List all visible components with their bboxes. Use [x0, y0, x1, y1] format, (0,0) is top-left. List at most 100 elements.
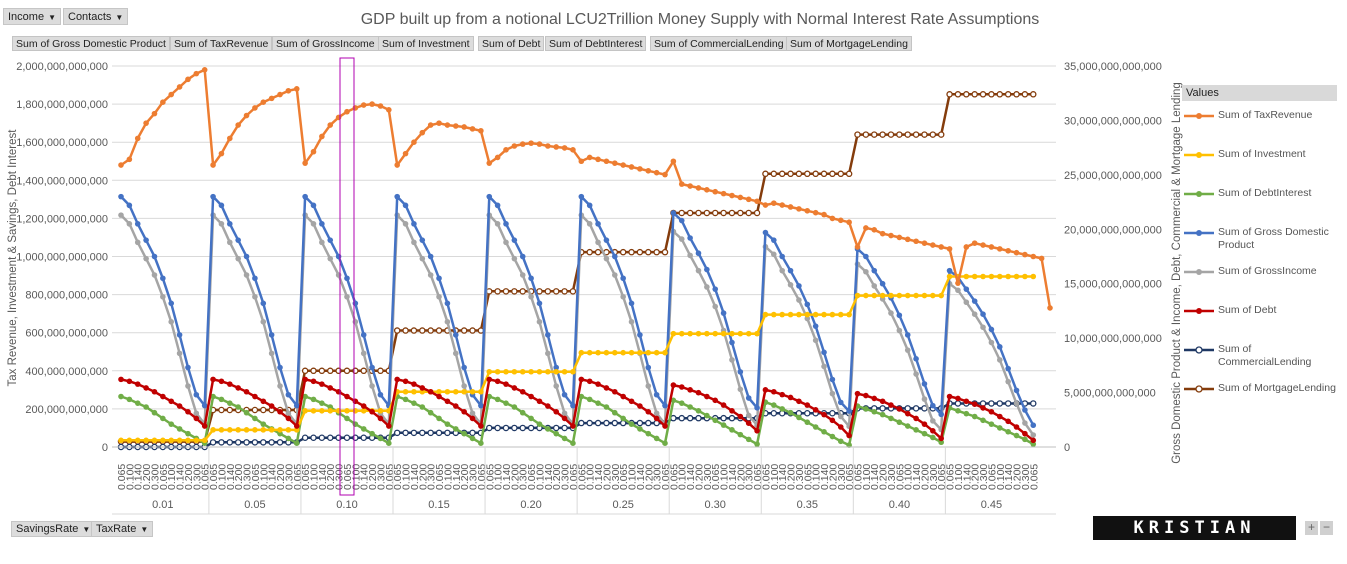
data-point: [218, 202, 225, 209]
data-point: [210, 376, 216, 383]
tax-rate-tick-label: 0.200: [920, 464, 932, 490]
data-point: [729, 192, 735, 199]
data-point: [586, 154, 593, 161]
data-point: [854, 390, 861, 397]
tax-rate-tick-label: 0.200: [325, 464, 337, 490]
data-point: [988, 421, 995, 427]
data-point: [594, 248, 602, 256]
savings-rate-label: SavingsRate: [16, 523, 79, 535]
tax-rate-tick-label: 0.200: [459, 464, 471, 490]
data-point: [268, 332, 275, 338]
data-point: [235, 427, 241, 433]
legend-label: Sum of CommercialLending: [1218, 343, 1312, 368]
tax-rate-field-button[interactable]: TaxRate ▼: [91, 521, 154, 537]
data-point: [837, 438, 844, 445]
data-point: [779, 267, 785, 274]
data-point: [160, 415, 166, 422]
legend-label: Sum of GrossIncome: [1218, 265, 1317, 277]
data-point: [603, 419, 610, 427]
field-button-gross-income[interactable]: Sum of GrossIncome: [272, 36, 379, 51]
field-button-tax-revenue[interactable]: Sum of TaxRevenue: [170, 36, 273, 51]
data-point: [168, 300, 175, 307]
field-button-investment[interactable]: Sum of Investment: [378, 36, 474, 51]
data-point: [519, 141, 526, 147]
contacts-filter-button[interactable]: Contacts ▼: [63, 8, 129, 25]
tax-rate-tick-label: 0.200: [417, 464, 429, 490]
data-point: [118, 212, 124, 218]
field-button-mortgage-lending[interactable]: Sum of MortgageLending: [786, 36, 912, 51]
data-point: [461, 124, 467, 130]
field-button-commercial-lending[interactable]: Sum of CommercialLending: [650, 36, 788, 51]
data-point: [619, 419, 627, 427]
data-point: [988, 400, 995, 407]
data-point: [670, 330, 677, 337]
data-point: [628, 398, 635, 405]
data-point: [687, 235, 693, 241]
data-point: [227, 381, 233, 387]
field-button-debt-interest[interactable]: Sum of DebtInterest: [545, 36, 647, 51]
data-point: [980, 405, 986, 411]
data-point: [846, 432, 852, 439]
data-point: [201, 67, 208, 73]
data-point: [879, 398, 886, 405]
data-point: [904, 292, 911, 299]
data-point: [494, 424, 501, 432]
data-point: [444, 398, 451, 405]
tax-rate-tick-label: 0.100: [216, 464, 228, 490]
tax-rate-tick-label: 0.300: [928, 464, 940, 490]
data-point: [494, 396, 501, 403]
data-point: [570, 440, 576, 446]
data-point: [636, 248, 644, 256]
data-point: [302, 160, 308, 166]
income-filter-button[interactable]: Income ▼: [3, 8, 61, 25]
savings-rate-field-button[interactable]: SavingsRate ▼: [11, 521, 96, 537]
data-point: [134, 239, 141, 246]
tax-rate-tick-label: 0.300: [283, 464, 295, 490]
data-point: [151, 437, 158, 444]
data-point: [938, 292, 944, 299]
data-point: [745, 330, 752, 337]
data-point: [276, 439, 284, 446]
data-point: [930, 428, 936, 434]
legend-header: Values: [1182, 85, 1337, 101]
data-point: [762, 202, 769, 208]
data-point: [552, 288, 560, 295]
zoom-in-button[interactable]: +: [1305, 521, 1318, 535]
data-point: [829, 410, 836, 417]
data-point: [904, 131, 911, 138]
data-point: [937, 131, 945, 138]
data-point: [963, 91, 970, 98]
tax-rate-tick-label: 0.200: [233, 464, 245, 490]
data-point: [595, 381, 601, 387]
data-point: [637, 426, 643, 432]
savings-rate-group-label: 0.25: [612, 499, 633, 511]
data-point: [938, 435, 944, 442]
data-point: [494, 368, 501, 375]
data-point: [243, 388, 250, 395]
data-point: [503, 381, 509, 387]
data-point: [720, 414, 727, 422]
data-point: [469, 410, 476, 417]
data-point: [904, 236, 911, 243]
tax-rate-tick-label: 0.140: [133, 464, 145, 490]
data-point: [285, 410, 292, 417]
field-button-debt[interactable]: Sum of Debt: [478, 36, 545, 51]
data-point: [921, 381, 928, 387]
zoom-out-button[interactable]: −: [1320, 521, 1333, 535]
data-point: [1022, 420, 1028, 426]
data-point: [227, 400, 233, 406]
data-point: [695, 209, 702, 217]
data-point: [1013, 424, 1020, 430]
legend-swatch: [1184, 308, 1214, 314]
data-point: [662, 423, 668, 429]
data-point: [327, 385, 334, 391]
left-tick-label: 800,000,000,000: [25, 290, 108, 302]
legend-label: Sum of Gross Domestic Product: [1218, 226, 1329, 251]
data-point: [930, 242, 936, 248]
data-point: [369, 430, 375, 437]
data-point: [971, 298, 978, 304]
data-point: [352, 105, 359, 111]
data-point: [704, 284, 710, 290]
field-button-gdp[interactable]: Sum of Gross Domestic Product: [12, 36, 170, 51]
data-point: [754, 198, 760, 205]
